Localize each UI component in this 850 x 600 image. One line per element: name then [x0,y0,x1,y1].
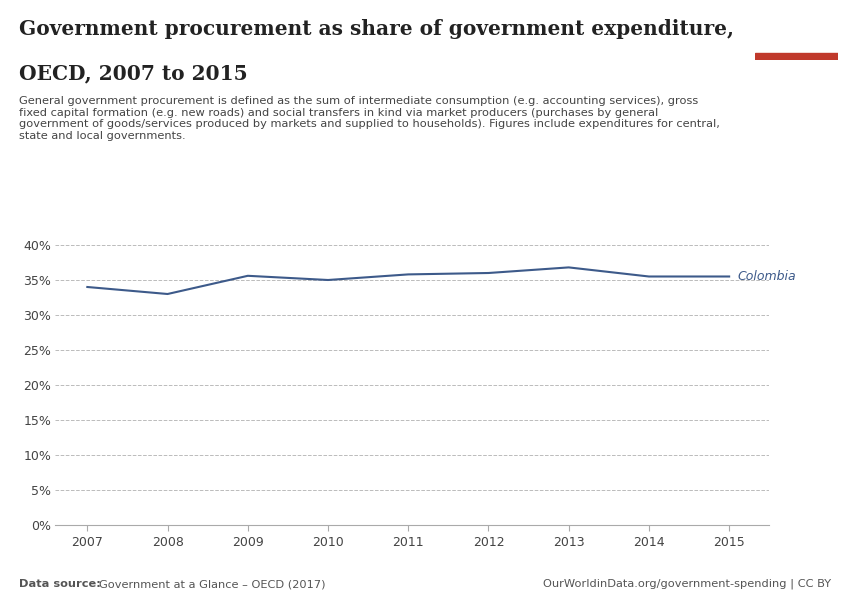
Text: Our World: Our World [767,17,826,27]
Text: Government procurement as share of government expenditure,: Government procurement as share of gover… [19,19,734,39]
Text: OECD, 2007 to 2015: OECD, 2007 to 2015 [19,63,247,83]
Text: in Data: in Data [775,33,818,43]
Text: Data source: Government at a Glance – OECD (2017): Data source: Government at a Glance – OE… [0,599,1,600]
Text: OurWorldinData.org/government-spending | CC BY: OurWorldinData.org/government-spending |… [543,578,831,589]
Text: Colombia: Colombia [737,270,796,283]
Text: General government procurement is defined as the sum of intermediate consumption: General government procurement is define… [19,96,720,141]
Text: Government at a Glance – OECD (2017): Government at a Glance – OECD (2017) [99,579,326,589]
Text: Data source:: Data source: [19,579,105,589]
Bar [755,53,838,60]
